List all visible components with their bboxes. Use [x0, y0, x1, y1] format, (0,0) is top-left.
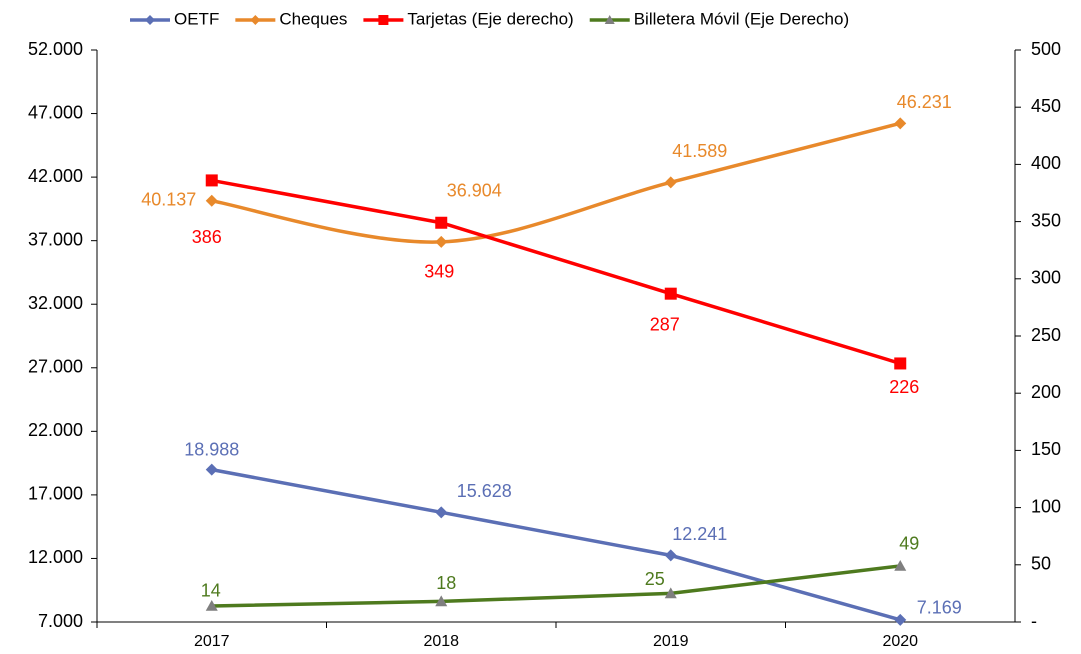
data-point: [435, 216, 448, 229]
data-label: 7.169: [917, 598, 962, 618]
y2-tick-label: 200: [1031, 382, 1061, 402]
data-label: 49: [899, 534, 919, 554]
y-tick-label: 32.000: [28, 293, 83, 313]
y2-tick-label: 400: [1031, 153, 1061, 173]
y-tick-label: 22.000: [28, 420, 83, 440]
data-label: 226: [889, 377, 919, 397]
y2-tick-label: 100: [1031, 496, 1061, 516]
data-point: [894, 357, 907, 370]
y-tick-label: 12.000: [28, 547, 83, 567]
y2-tick-label: 500: [1031, 39, 1061, 59]
data-point: [894, 559, 907, 571]
data-point: [435, 595, 448, 607]
data-point: [664, 587, 677, 599]
y2-tick-label: 50: [1031, 554, 1051, 574]
y-tick-label: 37.000: [28, 229, 83, 249]
data-point: [205, 463, 218, 476]
data-point: [664, 287, 677, 300]
data-point: [664, 176, 677, 189]
data-label: 349: [424, 261, 454, 281]
data-label: 14: [201, 581, 221, 601]
y-tick-label: 27.000: [28, 357, 83, 377]
y2-tick-label: 450: [1031, 96, 1061, 116]
series-line: [211, 178, 901, 366]
y2-tick-label: -: [1031, 611, 1037, 631]
data-label: 12.241: [672, 524, 727, 544]
y-tick-label: 52.000: [28, 39, 83, 59]
data-label: 386: [192, 227, 222, 247]
y-tick-label: 7.000: [38, 611, 83, 631]
data-label: 18.988: [184, 439, 239, 459]
legend-label: Billetera Móvil (Eje Derecho): [634, 9, 849, 28]
legend-label: OETF: [174, 9, 219, 28]
data-point: [205, 599, 218, 611]
data-label: 287: [650, 314, 680, 334]
y-tick-label: 42.000: [28, 166, 83, 186]
x-tick-label: 2019: [653, 633, 689, 650]
data-point: [435, 506, 448, 519]
x-tick-label: 2020: [882, 633, 918, 650]
series-line: [211, 467, 901, 622]
x-tick-label: 2017: [194, 633, 230, 650]
y2-tick-label: 350: [1031, 210, 1061, 230]
data-point: [894, 613, 907, 626]
data-label: 46.231: [897, 92, 952, 112]
data-point: [664, 549, 677, 562]
data-label: 15.628: [457, 481, 512, 501]
series-line: [211, 121, 901, 244]
legend-marker: [145, 15, 155, 25]
y2-tick-label: 300: [1031, 268, 1061, 288]
y2-tick-label: 250: [1031, 325, 1061, 345]
data-label: 25: [645, 569, 665, 589]
series-line: [211, 564, 901, 608]
y-tick-label: 17.000: [28, 484, 83, 504]
data-point: [435, 235, 448, 248]
data-point: [205, 194, 218, 207]
data-point: [894, 117, 907, 130]
legend-label: Tarjetas (Eje derecho): [407, 9, 573, 28]
legend-marker: [250, 15, 261, 25]
legend-marker: [604, 15, 615, 24]
y2-tick-label: 150: [1031, 439, 1061, 459]
data-label: 18: [436, 573, 456, 593]
data-label: 40.137: [141, 190, 196, 210]
data-label: 41.589: [672, 141, 727, 161]
y-tick-label: 47.000: [28, 102, 83, 122]
legend-marker: [378, 15, 389, 25]
x-tick-label: 2018: [423, 633, 459, 650]
data-point: [205, 174, 218, 187]
legend-label: Cheques: [279, 9, 347, 28]
data-label: 36.904: [447, 181, 502, 201]
